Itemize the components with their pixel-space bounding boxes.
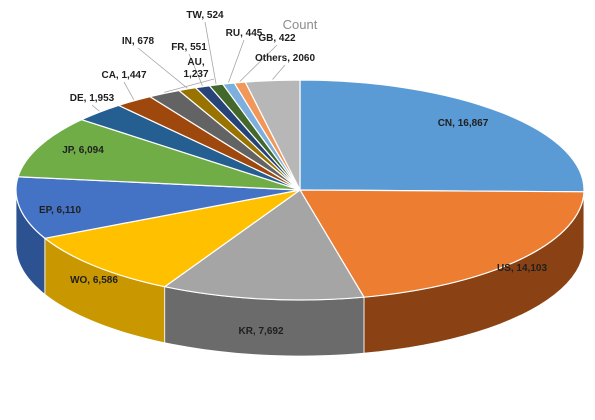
slice-label-kr: KR, 7,692 bbox=[238, 326, 283, 337]
slice-label-de: DE, 1,953 bbox=[70, 93, 115, 104]
slice-label-others: Others, 2060 bbox=[255, 53, 315, 64]
slice-label-fr: FR, 551 bbox=[171, 42, 207, 53]
pie-slices bbox=[15, 79, 585, 301]
leader-line-tw bbox=[204, 21, 217, 84]
slice-label-tw: TW, 524 bbox=[186, 10, 224, 21]
slice-label-ca: CA, 1,447 bbox=[101, 70, 146, 81]
leader-line-others bbox=[272, 64, 286, 80]
chart-title: Count bbox=[283, 17, 318, 32]
slice-label-cn: CN, 16,867 bbox=[438, 118, 489, 129]
pie-sides bbox=[15, 189, 585, 357]
leader-line-de bbox=[91, 104, 100, 112]
slice-label-ru: RU, 445 bbox=[226, 28, 263, 39]
slice-label-wo: WO, 6,586 bbox=[70, 275, 118, 286]
slice-labels: CN, 16,867 US, 14,103 KR, 7,692 WO, 6,586 EP… bbox=[39, 10, 547, 337]
slice-label-gb: GB, 422 bbox=[258, 33, 296, 44]
slice-cn bbox=[299, 79, 585, 193]
leader-line-gb bbox=[239, 44, 278, 82]
leader-line-au bbox=[164, 78, 215, 93]
slice-others bbox=[244, 79, 301, 191]
leader-line-ru bbox=[228, 39, 245, 83]
leader-line-fr bbox=[188, 53, 203, 86]
leader-line-ca bbox=[123, 81, 135, 100]
leader-line-in bbox=[137, 47, 188, 89]
slice-label-ep: EP, 6,110 bbox=[39, 205, 82, 216]
slice-us bbox=[298, 189, 585, 298]
slice-jp bbox=[17, 118, 301, 191]
slice-label-au: AU, 1,237 bbox=[183, 57, 208, 80]
slice-wo bbox=[43, 189, 301, 288]
slice-label-in: IN, 678 bbox=[122, 36, 155, 47]
label-leaders bbox=[91, 21, 286, 112]
slice-kr bbox=[163, 189, 365, 301]
slice-ep bbox=[15, 176, 301, 239]
slice-label-jp: JP, 6,094 bbox=[62, 145, 104, 156]
slice-label-us: US, 14,103 bbox=[497, 263, 547, 274]
